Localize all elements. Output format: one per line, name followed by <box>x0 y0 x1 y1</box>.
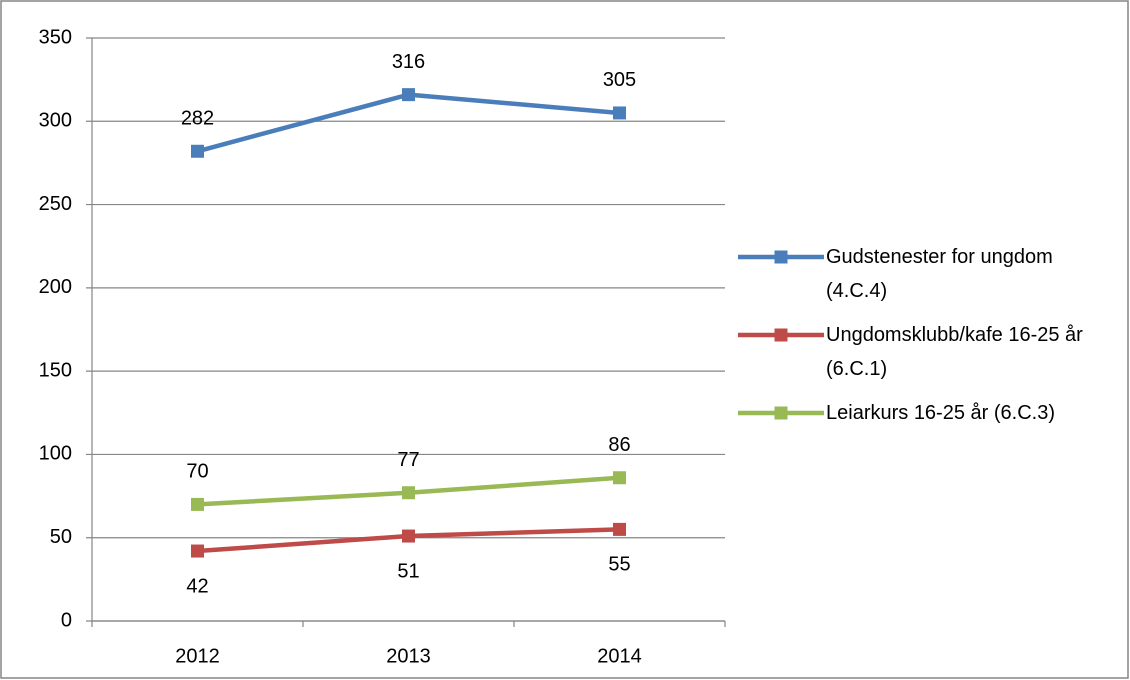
data-label: 42 <box>186 575 208 597</box>
marker <box>402 486 415 500</box>
data-label: 55 <box>608 554 630 576</box>
x-tick-label: 2012 <box>175 645 220 667</box>
marker <box>191 144 204 158</box>
legend-label: Ungdomsklubb/kafe 16-25 år (6.C.1) <box>826 324 1083 380</box>
marker <box>613 106 626 120</box>
legend-label: Gudstenester for ungdom (4.C.4) <box>826 246 1053 302</box>
data-label: 70 <box>186 461 208 483</box>
marker <box>613 522 626 536</box>
y-tick-label: 0 <box>61 609 72 631</box>
y-tick-label: 350 <box>39 26 72 48</box>
data-label: 316 <box>392 51 425 73</box>
x-tick-label: 2013 <box>386 645 431 667</box>
y-tick-label: 300 <box>39 110 72 132</box>
marker <box>402 88 415 102</box>
y-tick-label: 150 <box>39 359 72 381</box>
marker <box>613 471 626 485</box>
legend-marker <box>774 406 788 420</box>
legend-marker <box>774 250 788 264</box>
y-tick-label: 100 <box>39 443 72 465</box>
marker <box>191 497 204 511</box>
x-tick-label: 2014 <box>597 645 642 667</box>
marker <box>191 544 204 558</box>
y-tick-label: 200 <box>39 276 72 298</box>
legend-marker <box>774 328 788 342</box>
y-tick-label: 50 <box>50 526 72 548</box>
data-label: 305 <box>603 69 636 91</box>
data-label: 86 <box>608 434 630 456</box>
marker <box>402 529 415 543</box>
data-label: 77 <box>397 449 419 471</box>
y-tick-label: 250 <box>39 193 72 215</box>
data-label: 282 <box>181 108 214 130</box>
legend-label: Leiarkurs 16-25 år (6.C.3) <box>826 402 1055 424</box>
data-label: 51 <box>397 560 419 582</box>
